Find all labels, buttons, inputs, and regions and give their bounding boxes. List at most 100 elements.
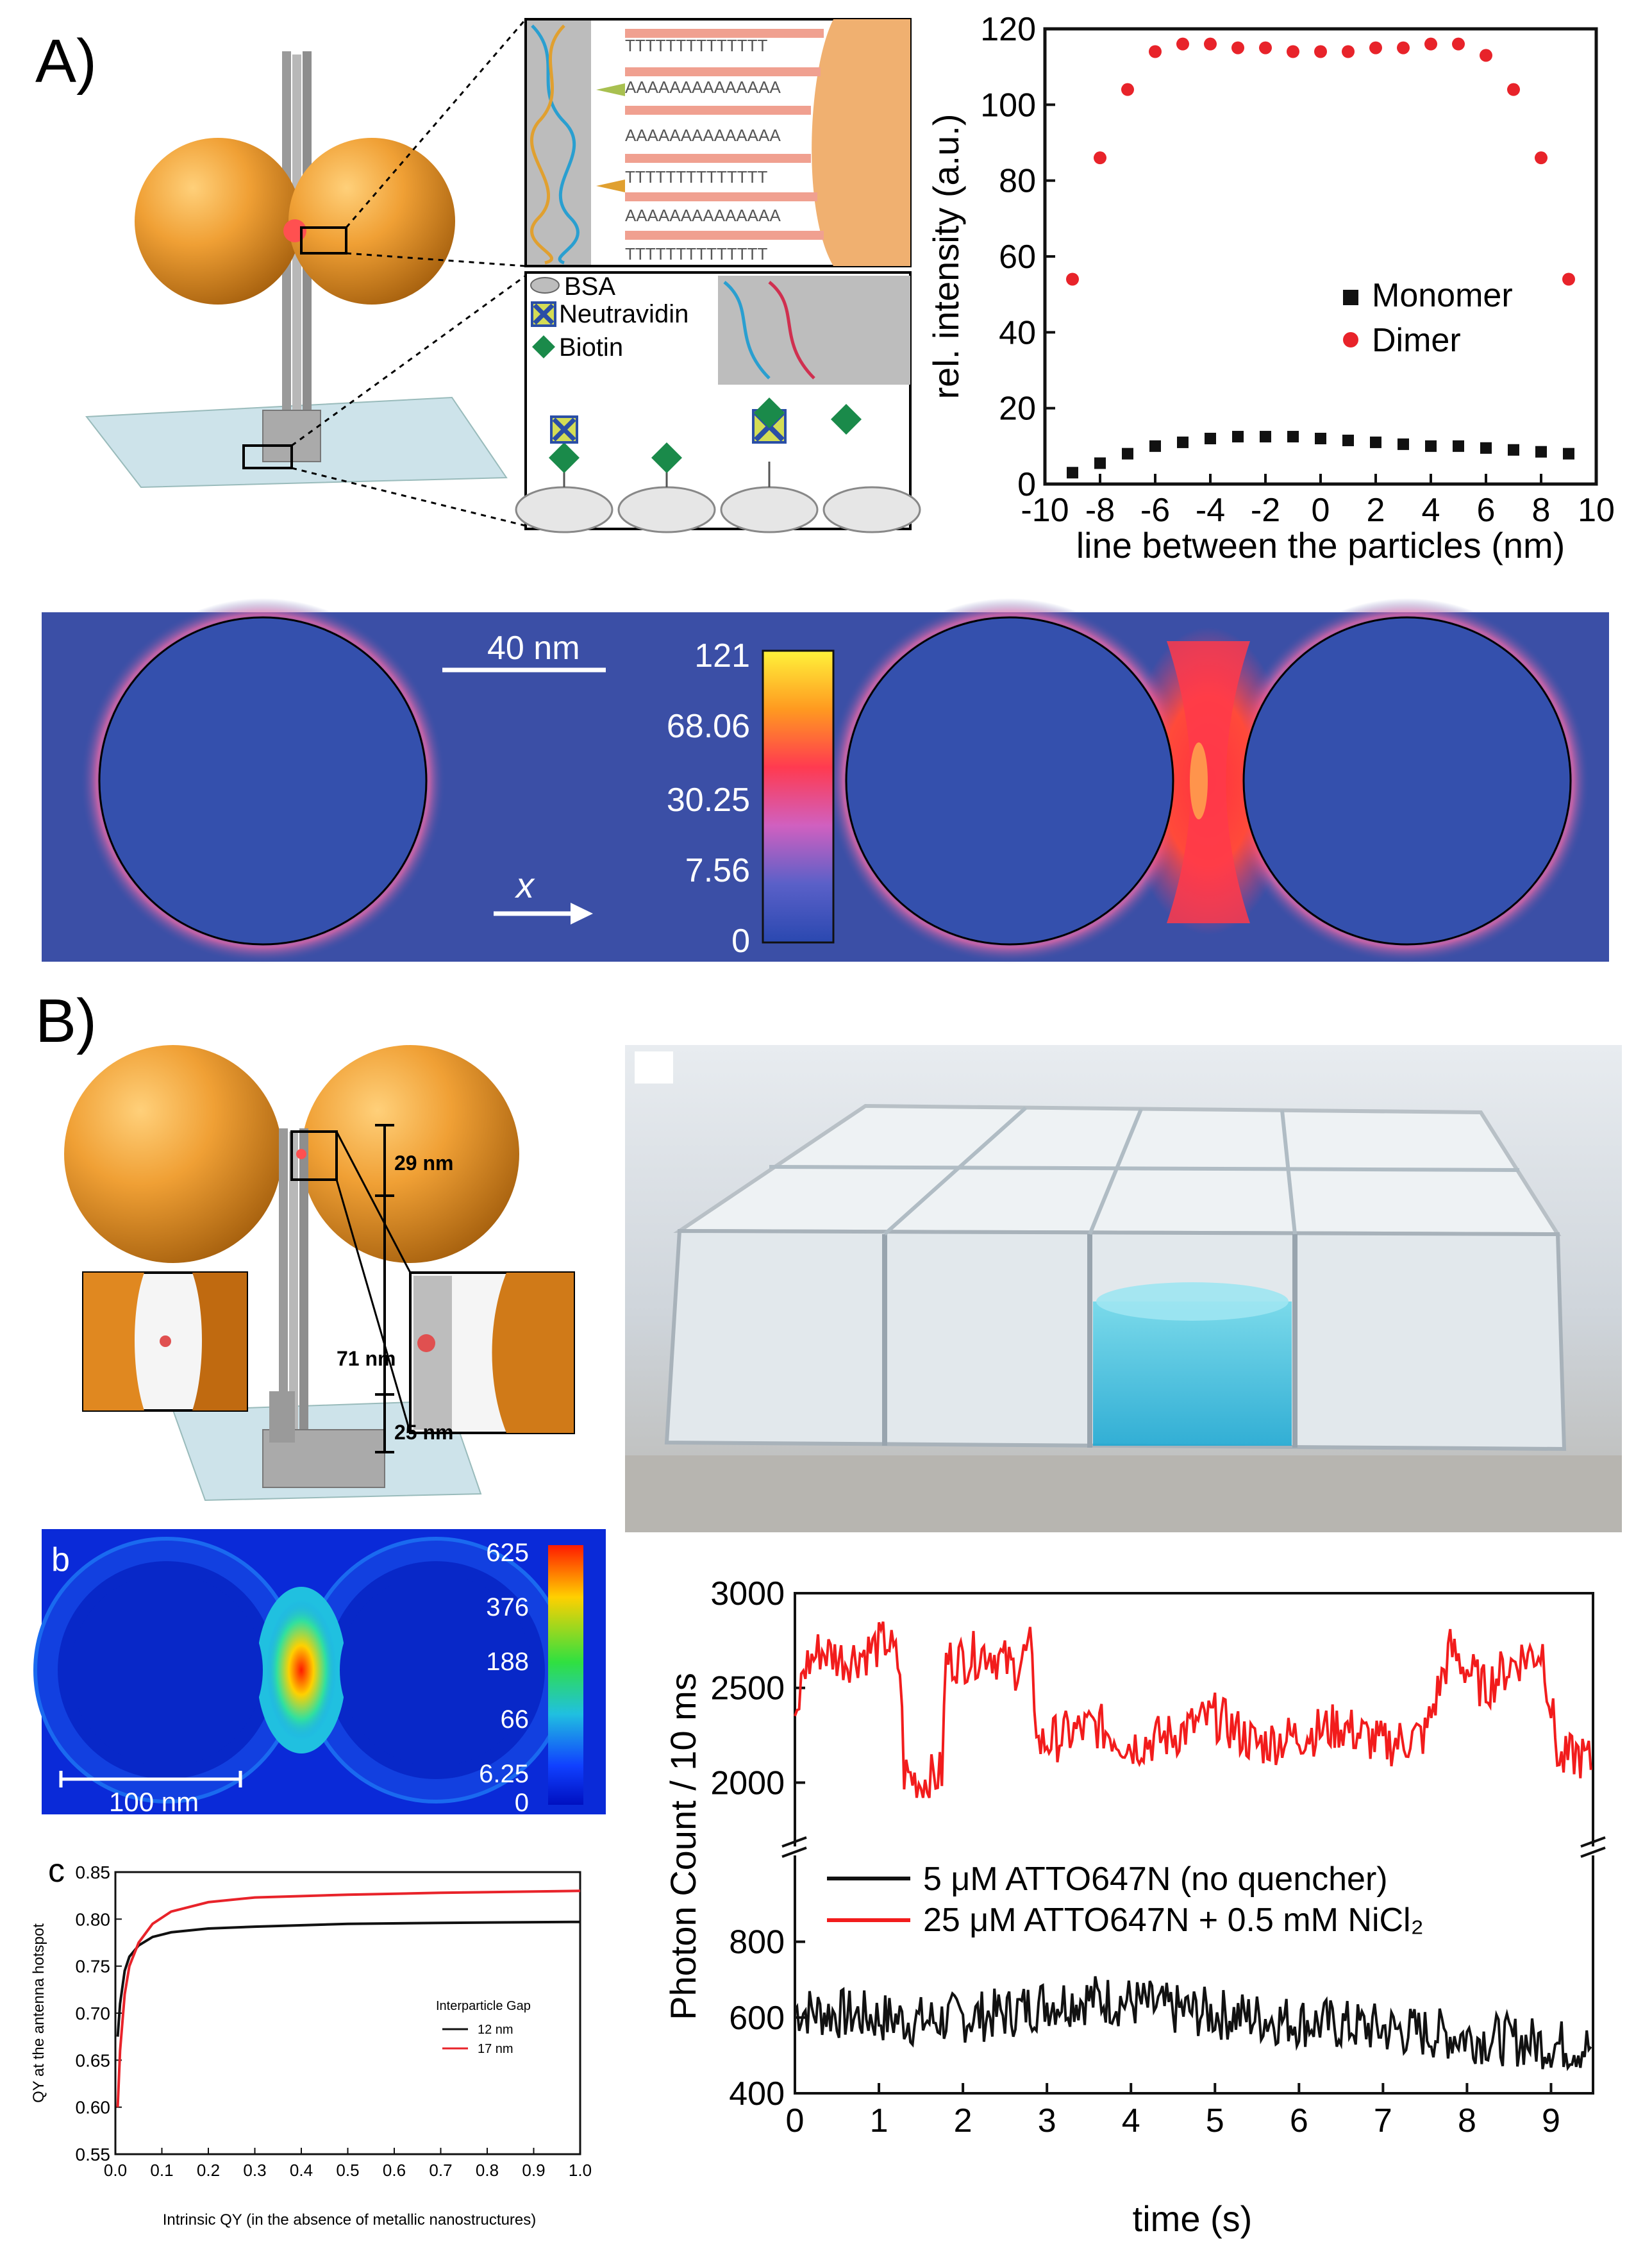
monomer-point xyxy=(1205,433,1216,444)
qy-y-tick-label: 0.60 xyxy=(76,2098,111,2118)
qy-curve-12nm xyxy=(116,1920,581,2037)
monomer-point xyxy=(1370,436,1381,448)
trace-x-tick-label: 9 xyxy=(1542,2102,1560,2139)
monomer-point xyxy=(1535,446,1547,458)
field-particle-dimer-right xyxy=(1242,616,1572,946)
dimer-point xyxy=(1369,41,1382,54)
dim-25nm: 25 nm xyxy=(394,1421,453,1444)
cyan-well xyxy=(1093,1301,1292,1446)
colorbar-a-tick-1: 68.06 xyxy=(667,708,750,745)
qy-x-tick-label: 0.7 xyxy=(429,2161,452,2180)
intensity-x-axis-label: line between the particles (nm) xyxy=(1076,525,1565,565)
trace-x-tick-label: 5 xyxy=(1206,2102,1224,2139)
legend-marker-monomer xyxy=(1343,290,1358,305)
qy-y-tick-label: 0.75 xyxy=(76,1957,111,1977)
t-strand-2: TTTTTTTTTTTTTT xyxy=(625,167,767,187)
schematic-b: 29 nm 71 nm 25 nm xyxy=(64,1045,575,1502)
field-particle-monomer xyxy=(98,616,428,946)
panel-label-b: B) xyxy=(35,987,97,1055)
scale-bar-label-a: 40 nm xyxy=(487,630,580,667)
a-strand-2: AAAAAAAAAAAAAA xyxy=(625,126,781,145)
qy-y-tick-label: 0.85 xyxy=(76,1862,111,1882)
monomer-point xyxy=(1260,431,1271,443)
qy-curve-17nm xyxy=(116,1889,581,2107)
trace-y-tick-label: 400 xyxy=(729,2075,785,2113)
panel-label-a: A) xyxy=(35,27,97,96)
qy-x-tick-label: 0.6 xyxy=(383,2161,406,2180)
trace-black-line xyxy=(794,1976,1592,2071)
qy-x-tick-label: 0.2 xyxy=(197,2161,220,2180)
monomer-point xyxy=(1177,436,1189,448)
intensity-y-tick-label: 100 xyxy=(980,87,1036,124)
sub-label-b: b xyxy=(51,1541,70,1578)
monomer-point xyxy=(1425,440,1437,452)
monomer-point xyxy=(1067,467,1078,479)
colorbar-a-tick-3: 7.56 xyxy=(685,852,750,889)
inset-dna-gold: TTTTTTTTTTTTTT AAAAAAAAAAAAAA AAAAAAAAAA… xyxy=(524,18,912,267)
monomer-point xyxy=(1122,448,1133,460)
dimer-point xyxy=(1287,45,1299,58)
dim-29nm: 29 nm xyxy=(394,1151,453,1175)
qy-legend-12nm: 12 nm xyxy=(478,2023,513,2037)
trace-y-tick-label: 3000 xyxy=(710,1575,785,1612)
monomer-point xyxy=(1480,442,1492,454)
scale-bar-label-b: 100 nm xyxy=(109,1787,199,1817)
trace-x-tick-label: 3 xyxy=(1038,2102,1056,2139)
qy-legend-17nm: 17 nm xyxy=(478,2042,513,2056)
qy-y-tick-label: 0.55 xyxy=(76,2145,111,2164)
monomer-point xyxy=(1453,440,1464,452)
intensity-y-tick-label: 120 xyxy=(980,11,1036,48)
dimer-point xyxy=(1562,272,1575,286)
qy-x-tick-label: 0.4 xyxy=(290,2161,313,2180)
qy-plot-frame xyxy=(114,1871,581,2155)
a-strand-1: AAAAAAAAAAAAAA xyxy=(625,78,781,97)
intensity-y-tick-label: 80 xyxy=(999,163,1036,200)
intensity-x-tick-label: 10 xyxy=(1578,492,1615,529)
legend-biotin: Biotin xyxy=(559,333,623,362)
monomer-point xyxy=(1287,431,1299,443)
colorbar-b-tick-3: 66 xyxy=(501,1705,530,1734)
monomer-point xyxy=(1094,457,1106,469)
colorbar-a-tick-2: 30.25 xyxy=(667,782,750,819)
intensity-y-tick-label: 20 xyxy=(999,390,1036,428)
a-strand-3: AAAAAAAAAAAAAA xyxy=(625,206,781,225)
field-particle-dimer-left xyxy=(845,616,1174,946)
dimer-point xyxy=(1231,41,1244,54)
trace-x-tick-label: 1 xyxy=(870,2102,889,2139)
intensity-x-tick-label: -2 xyxy=(1251,492,1280,529)
field-map-a: 40 nm x 121 68.06 30.25 7.56 0 xyxy=(42,598,1609,964)
colorbar-b xyxy=(548,1545,583,1805)
inset-surface: BSA Neutravidin Biotin xyxy=(515,271,921,533)
intensity-x-tick-label: 4 xyxy=(1422,492,1440,529)
intensity-plot-frame xyxy=(1043,27,1598,486)
intensity-y-tick-label: 40 xyxy=(999,314,1036,351)
gold-sphere-b-right xyxy=(301,1045,519,1263)
qy-x-tick-label: 0.8 xyxy=(476,2161,499,2180)
trace-y-tick-label: 600 xyxy=(729,2000,785,2037)
x-arrow-label: x xyxy=(514,865,535,905)
trace-y-tick-label: 2500 xyxy=(710,1670,785,1707)
photon-trace-chart: 2000 2500 3000 400 600 800 0 1 2 3 4 5 6 7 8 9 Photon … xyxy=(663,1575,1606,2239)
monomer-point xyxy=(1398,438,1409,450)
intensity-x-tick-label: -6 xyxy=(1140,492,1170,529)
trace-red-line xyxy=(794,1621,1592,1798)
intensity-x-tick-label: 8 xyxy=(1532,492,1551,529)
dye-marker xyxy=(283,219,306,242)
dimer-point xyxy=(1507,83,1520,96)
dimer-point xyxy=(1259,41,1272,54)
qy-x-tick-label: 0.0 xyxy=(104,2161,127,2180)
sub-label-c: c xyxy=(48,1852,65,1889)
colorbar-a-tick-0: 121 xyxy=(694,637,750,674)
qy-x-tick-label: 0.5 xyxy=(336,2161,359,2180)
trace-x-tick-label: 2 xyxy=(954,2102,972,2139)
colorbar-a xyxy=(762,649,835,944)
gold-sphere-b-left xyxy=(64,1045,282,1263)
colorbar-b-tick-4: 6.25 xyxy=(479,1760,529,1788)
intensity-x-tick-label: 0 xyxy=(1312,492,1330,529)
intensity-y-tick-label: 0 xyxy=(1017,466,1036,503)
qy-x-tick-label: 0.1 xyxy=(150,2161,173,2180)
colorbar-b-tick-0: 625 xyxy=(486,1539,529,1567)
intensity-x-tick-label: -10 xyxy=(1021,492,1069,529)
colorbar-a-tick-4: 0 xyxy=(731,923,750,960)
